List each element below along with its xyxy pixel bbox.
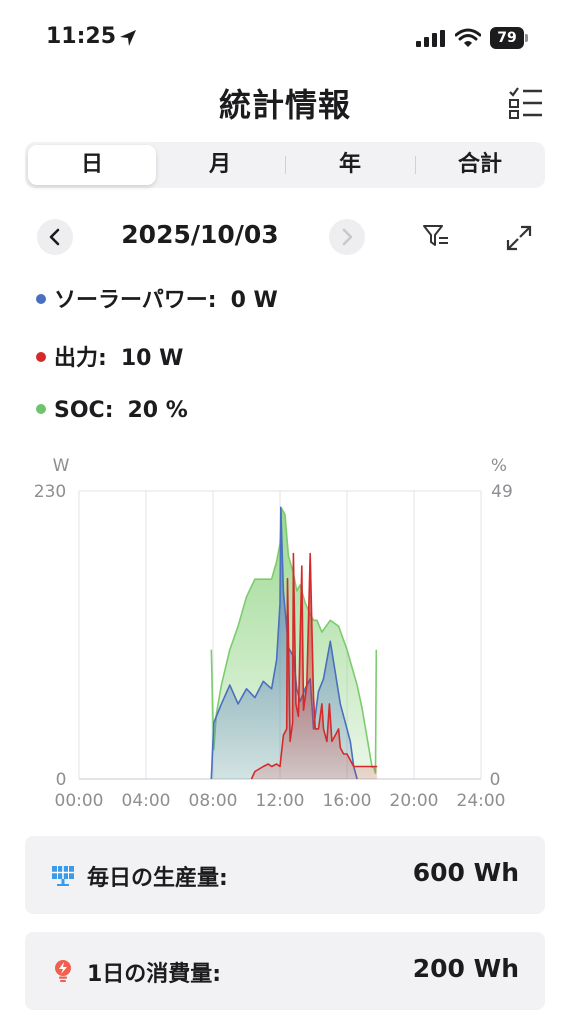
tab-total[interactable]: 合計	[457, 152, 502, 177]
x-axis-tick-label: 24:00	[457, 791, 506, 811]
checklist-icon[interactable]	[508, 86, 544, 120]
x-axis-tick-label: 20:00	[390, 791, 439, 811]
legend-label: SOC:	[54, 398, 114, 423]
battery-indicator: 79	[490, 27, 530, 49]
next-day-button[interactable]	[329, 219, 365, 255]
tab-month[interactable]: 月	[208, 152, 231, 177]
legend-label: 出力:	[54, 346, 107, 371]
x-axis-tick-label: 16:00	[323, 791, 372, 811]
wifi-icon	[455, 28, 481, 47]
left-axis-unit: W	[53, 456, 70, 476]
selected-date[interactable]: 2025/10/03	[121, 220, 279, 249]
right-axis-unit: %	[491, 456, 507, 476]
x-axis-tick-label: 04:00	[122, 791, 171, 811]
battery-level: 79	[490, 27, 524, 49]
tab-separator	[285, 156, 286, 174]
daily-production-card: 毎日の生産量: 600 Wh	[25, 836, 545, 914]
chevron-right-icon	[342, 228, 353, 246]
legend-output: 出力: 10 W	[36, 340, 183, 372]
legend-soc: SOC: 20 %	[36, 398, 188, 423]
previous-day-button[interactable]	[37, 219, 73, 255]
x-axis-tick-label: 08:00	[189, 791, 238, 811]
soc-series-line	[210, 507, 378, 774]
x-axis-tick-label: 00:00	[55, 791, 104, 811]
right-axis-tick-max: 49	[491, 482, 513, 502]
tab-separator	[415, 156, 416, 174]
legend-dot-output	[36, 352, 46, 362]
tab-day[interactable]: 日	[28, 145, 156, 185]
location-arrow-icon	[120, 30, 136, 46]
legend-dot-solar	[36, 294, 46, 304]
legend-dot-soc	[36, 404, 46, 414]
chevron-left-icon	[49, 228, 60, 246]
filter-icon[interactable]	[422, 223, 450, 251]
legend-solar-power: ソーラーパワー: 0 W	[36, 282, 278, 314]
left-axis-tick-max: 230	[34, 482, 66, 502]
solar-panel-icon	[52, 866, 74, 886]
cellular-signal-icon	[416, 30, 445, 47]
daily-production-label: 毎日の生産量:	[87, 866, 228, 891]
output-series-area	[251, 553, 378, 779]
daily-consumption-value: 200 Wh	[412, 954, 519, 983]
legend-label: ソーラーパワー:	[54, 288, 217, 313]
status-time: 11:25	[46, 24, 117, 49]
right-axis-tick-min: 0	[490, 770, 501, 790]
fullscreen-icon[interactable]	[505, 224, 533, 252]
left-axis-tick-min: 0	[56, 770, 67, 790]
daily-consumption-label: 1日の消費量:	[87, 962, 222, 987]
battery-tip	[525, 34, 528, 42]
lightbulb-icon	[55, 960, 71, 982]
daily-consumption-card: 1日の消費量: 200 Wh	[25, 932, 545, 1010]
tab-year[interactable]: 年	[338, 152, 361, 177]
daily-production-value: 600 Wh	[412, 858, 519, 887]
output-series-line	[250, 552, 378, 780]
x-axis-tick-label: 12:00	[256, 791, 305, 811]
legend-value: 10 W	[120, 346, 184, 371]
legend-value: 20 %	[127, 398, 188, 423]
page-title: 統計情報	[218, 86, 351, 124]
legend-value: 0 W	[230, 288, 278, 313]
period-tabs: 日 月 年 合計	[25, 142, 545, 188]
